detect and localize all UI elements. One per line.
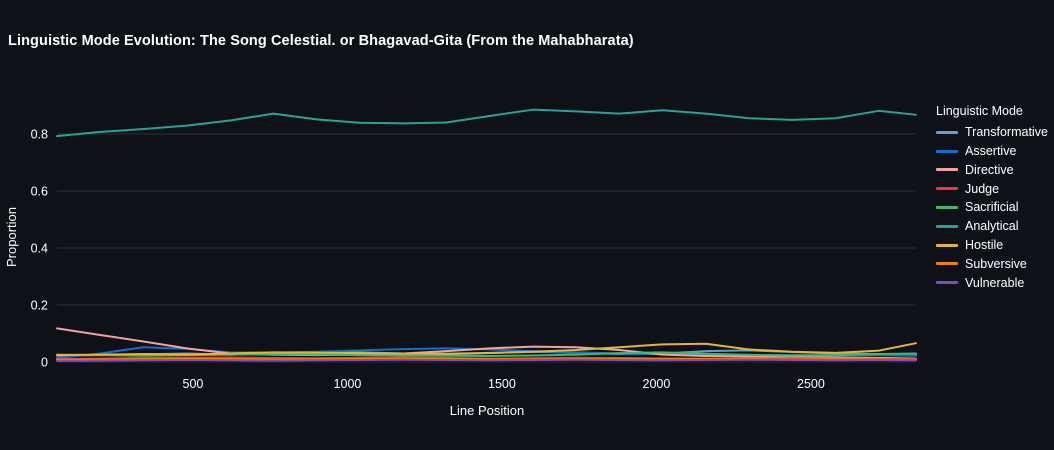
legend-item-assertive[interactable]: Assertive [936, 142, 1054, 161]
legend-item-label: Analytical [965, 219, 1019, 234]
series-line-analytical [56, 108, 917, 138]
legend-swatch-icon [936, 243, 958, 247]
legend-item-directive[interactable]: Directive [936, 161, 1054, 180]
y-axis-tick-label: 0.2 [31, 299, 48, 313]
legend-swatch-icon [936, 281, 958, 285]
y-axis-tick-label: 0.4 [31, 242, 48, 256]
x-axis-ticks: 500 1000 1500 2000 2500 [183, 377, 825, 391]
x-axis-tick-label: 1000 [334, 377, 362, 391]
legend-item-label: Transformative [965, 125, 1048, 140]
x-axis-tick-label: 1500 [488, 377, 516, 391]
legend-title: Linguistic Mode [936, 104, 1023, 118]
legend-item-transformative[interactable]: Transformative [936, 123, 1054, 142]
x-axis-title: Line Position [450, 403, 524, 418]
legend-swatch-icon [936, 206, 958, 210]
gridlines [57, 133, 916, 363]
legend-item-analytical[interactable]: Analytical [936, 217, 1054, 236]
y-axis-ticks: 0 0.2 0.4 0.6 0.8 [31, 128, 48, 370]
legend-swatch-icon [936, 168, 958, 172]
legend: Transformative Assertive Directive Judge Sac… [936, 123, 1054, 292]
series-lines [56, 108, 917, 362]
y-axis-title: Proportion [4, 207, 19, 267]
series-line-hostile [56, 342, 917, 357]
legend-item-label: Sacrificial [965, 200, 1019, 215]
x-axis-tick-label: 2500 [797, 377, 825, 391]
legend-item-vulnerable[interactable]: Vulnerable [936, 273, 1054, 292]
legend-swatch-icon [936, 224, 958, 228]
legend-item-hostile[interactable]: Hostile [936, 236, 1054, 255]
legend-swatch-icon [936, 187, 958, 191]
page-title: Linguistic Mode Evolution: The Song Cele… [8, 33, 634, 49]
y-axis-tick-label: 0.8 [31, 128, 48, 142]
legend-item-label: Directive [965, 162, 1014, 177]
y-axis-tick-label: 0.6 [31, 185, 48, 199]
x-axis-tick-label: 500 [183, 377, 204, 391]
y-axis-tick-label: 0 [41, 356, 48, 370]
legend-item-label: Judge [965, 181, 1000, 196]
legend-item-label: Vulnerable [965, 275, 1025, 290]
legend-swatch-icon [936, 130, 958, 134]
legend-item-label: Subversive [965, 256, 1027, 271]
legend-swatch-icon [936, 262, 958, 266]
legend-item-label: Assertive [965, 143, 1017, 158]
legend-item-judge[interactable]: Judge [936, 179, 1054, 198]
legend-item-subversive[interactable]: Subversive [936, 255, 1054, 274]
x-axis-tick-label: 2000 [643, 377, 671, 391]
series-line-directive [56, 327, 917, 360]
legend-item-label: Hostile [965, 237, 1004, 252]
series-line-vulnerable [56, 358, 917, 362]
legend-item-sacrificial[interactable]: Sacrificial [936, 198, 1054, 217]
legend-swatch-icon [936, 149, 958, 153]
